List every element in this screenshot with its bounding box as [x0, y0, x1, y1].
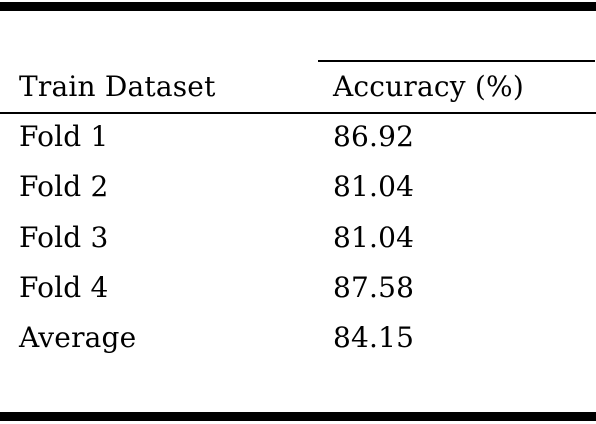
header-rule — [0, 112, 596, 114]
row-2-accuracy: 81.04 — [333, 170, 415, 203]
row-3-accuracy: 81.04 — [333, 221, 415, 254]
row-3-label: Fold 3 — [19, 221, 109, 254]
row-1-label: Fold 1 — [19, 120, 109, 153]
row-average-accuracy: 84.15 — [333, 321, 415, 354]
header-accuracy: Accuracy (%) — [333, 70, 524, 103]
column-group-rule — [318, 60, 595, 62]
row-4-label: Fold 4 — [19, 271, 109, 304]
row-4-accuracy: 87.58 — [333, 271, 415, 304]
header-train-dataset: Train Dataset — [19, 70, 216, 103]
row-average-label: Average — [19, 321, 137, 354]
top-rule — [0, 2, 596, 11]
row-1-accuracy: 86.92 — [333, 120, 415, 153]
bottom-rule — [0, 412, 596, 421]
row-2-label: Fold 2 — [19, 170, 109, 203]
